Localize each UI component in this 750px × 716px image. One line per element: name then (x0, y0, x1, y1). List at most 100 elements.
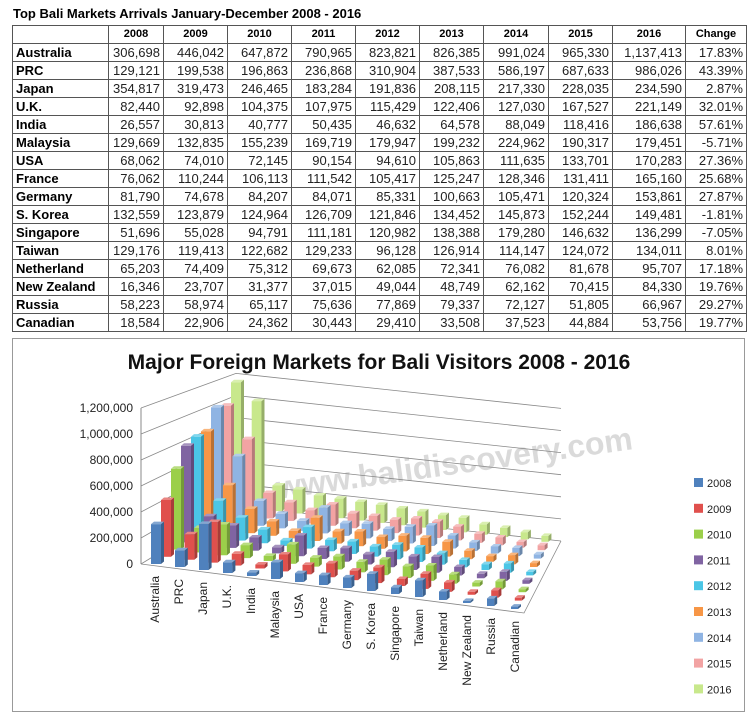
value-cell: 2.87% (685, 79, 747, 98)
bar-front (244, 508, 255, 534)
value-cell: -5.71% (685, 133, 747, 152)
value-cell: 134,011 (612, 241, 686, 260)
country-cell: U.K. (12, 97, 109, 116)
bar-top (333, 553, 345, 557)
value-cell: 85,331 (355, 187, 420, 206)
bar-front (500, 527, 508, 538)
value-cell: 1,137,413 (612, 43, 686, 62)
value-cell: 26,557 (108, 115, 164, 134)
bar-front (467, 591, 476, 595)
value-cell: 24,362 (227, 313, 292, 332)
bar-front (355, 501, 364, 521)
bar-side (498, 587, 502, 598)
bar-russia-2014 (512, 545, 523, 557)
value-cell: 126,914 (419, 241, 484, 260)
bar-front (271, 562, 280, 579)
bar-front (286, 544, 296, 564)
legend-swatch (694, 555, 703, 565)
bar-front (490, 546, 499, 554)
bar-front (231, 553, 242, 566)
x-tick-label: Canadian (508, 621, 522, 672)
bar-japan-2014 (254, 498, 267, 526)
bar-top (495, 534, 506, 538)
bar-top (383, 526, 395, 529)
bar-singapore-2010 (402, 563, 414, 578)
bar-u-k--2014 (275, 511, 288, 529)
bar-top (487, 595, 498, 599)
value-cell: 826,385 (419, 43, 484, 62)
legend-item: 2013 (694, 607, 731, 619)
bar-top (222, 482, 236, 486)
bar-top (500, 525, 511, 528)
bar-malaysia-2016 (334, 496, 347, 519)
value-cell: 27.87% (685, 187, 747, 206)
bar-top (318, 505, 331, 508)
legend-label: 2013 (707, 607, 731, 619)
bar-india-2008 (247, 570, 260, 576)
table-row: Netherland 65,203 74,409 75,312 69,673 62,085… (12, 259, 747, 278)
bar-japan-2008 (199, 521, 212, 570)
bar-top (369, 543, 382, 547)
bar-top (319, 572, 331, 576)
value-cell: 94,791 (227, 223, 292, 242)
value-cell: 119,413 (163, 241, 228, 260)
bar-side (422, 577, 426, 597)
bar-india-2012 (280, 537, 293, 546)
bar-top (420, 571, 432, 574)
legend-label: 2011 (707, 555, 731, 567)
value-cell: 121,846 (355, 205, 420, 224)
bar-side (493, 553, 497, 562)
value-cell: 18,584 (108, 313, 164, 332)
bar-side (267, 526, 271, 544)
value-cell: 64,578 (419, 115, 484, 134)
bar-side (251, 436, 255, 517)
bar-front (222, 485, 233, 531)
bar-side (428, 571, 432, 589)
value-cell: 129,233 (291, 241, 356, 260)
bar-top (294, 532, 307, 536)
value-cell: 196,863 (227, 61, 292, 80)
bar-side (194, 531, 198, 560)
column-header: 2010 (227, 25, 292, 44)
bar-side (540, 551, 544, 559)
table-row: Russia 58,223 58,974 65,117 75,636 77,869 79,3… (12, 295, 747, 314)
country-cell: Taiwan (12, 241, 109, 260)
value-cell: 100,663 (419, 187, 484, 206)
bar-malaysia-2008 (271, 559, 283, 579)
value-cell: 145,873 (483, 205, 549, 224)
bar-u-k--2008 (223, 559, 236, 573)
bar-side (394, 549, 398, 568)
bar-top (223, 559, 236, 563)
bar-front (518, 589, 526, 593)
table-row: PRC 129,121 199,538 196,863 236,868 310,904 38… (12, 61, 747, 80)
value-cell: 48,749 (419, 277, 484, 296)
bar-germany-2012 (369, 543, 382, 557)
bar-side (245, 515, 249, 541)
bar-side (348, 545, 352, 562)
bar-taiwan-2008 (415, 577, 426, 597)
bar-top (240, 542, 253, 546)
value-cell: 152,244 (548, 205, 613, 224)
country-cell: New Zealand (12, 277, 109, 296)
floor-edge (140, 540, 562, 614)
bar-side (232, 482, 236, 531)
bar-usa-2009 (302, 562, 315, 575)
bar-side (494, 595, 498, 606)
column-header: Change (685, 25, 747, 44)
bar-side (327, 505, 331, 534)
bar-prc-2015 (242, 436, 255, 517)
bar-side (399, 584, 402, 594)
bar-side (343, 496, 347, 519)
bar-front (293, 489, 303, 514)
bar-top (522, 577, 533, 581)
bar-front (541, 535, 549, 542)
bar-singapore-2009 (396, 576, 408, 586)
column-header: 2016 (612, 25, 686, 44)
bar-usa-2008 (295, 570, 307, 582)
bar-netherland-2011 (454, 564, 465, 576)
table-row: Japan 354,817 319,473 246,465 183,284 191,836… (12, 79, 747, 98)
bar-top (514, 595, 525, 598)
value-cell: 81,678 (548, 259, 613, 278)
bar-side (470, 598, 474, 603)
bar-usa-2014 (340, 520, 352, 536)
